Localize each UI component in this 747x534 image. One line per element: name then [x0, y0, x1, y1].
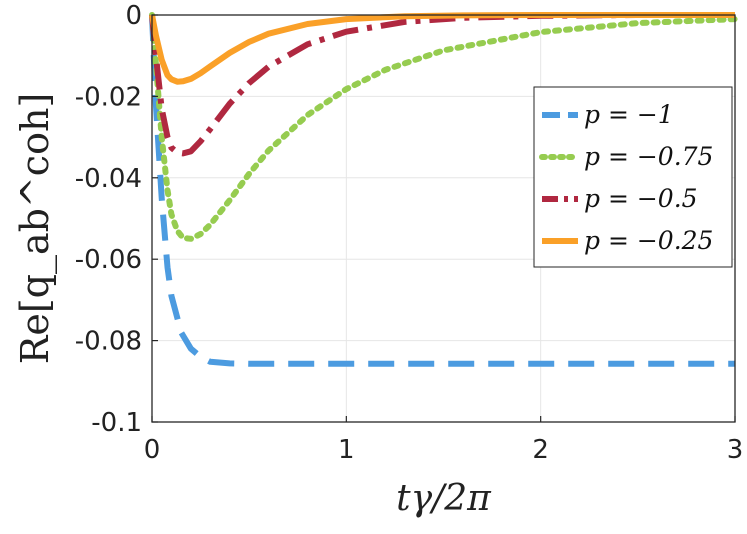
plot-frame: [151, 14, 736, 423]
legend-label-0: p = −1: [584, 100, 674, 129]
legend-label-3: p = −0.25: [584, 226, 713, 255]
y-tick-label-4: -0.08: [75, 327, 142, 357]
y-axis-title: Re[q_ab^coh]: [13, 93, 58, 365]
legend-box: [533, 86, 733, 268]
x-tick-label-0: 0: [144, 435, 161, 465]
y-axis-title-group: Re[q_ab^coh]: [13, 93, 58, 365]
x-tick-label-2: 2: [532, 435, 549, 465]
x-tick-label-1: 1: [338, 435, 355, 465]
legend: p = −1 p = −0.75 p = −0.5 p = −0.25: [533, 86, 733, 268]
x-axis-title: tγ/2π: [396, 478, 492, 519]
legend-label-2: p = −0.5: [584, 184, 698, 213]
legend-label-1: p = −0.75: [584, 142, 713, 171]
series-line-1: [149, 12, 738, 242]
y-tick-label-0: 0: [125, 1, 142, 31]
x-tick-label-3: 3: [727, 435, 744, 465]
series-line-3: [149, 12, 735, 85]
axis-tick-labels: 0 1 2 3 0 -0.02 -0.04 -0.06 -0.08 -0.1: [75, 1, 744, 465]
y-tick-label-5: -0.1: [91, 408, 142, 438]
series-layer: [149, 12, 738, 367]
axis-ticks: [151, 14, 736, 423]
y-tick-label-2: -0.04: [75, 164, 142, 194]
y-tick-label-3: -0.06: [75, 245, 142, 275]
series-line-0: [149, 14, 735, 367]
y-tick-label-1: -0.02: [75, 82, 142, 112]
